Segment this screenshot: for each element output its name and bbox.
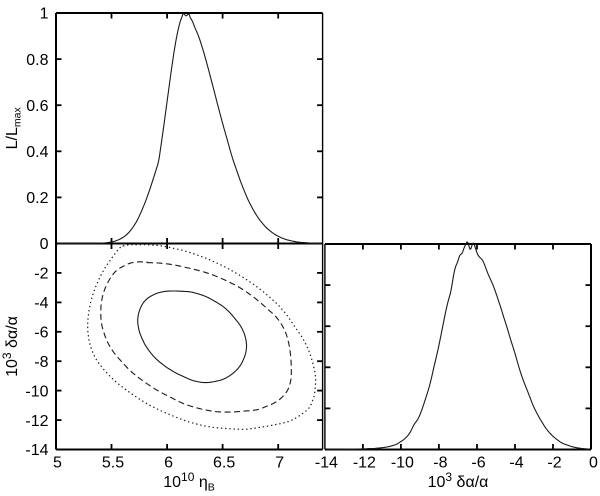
svg-text:-6: -6: [471, 454, 485, 471]
svg-text:-4: -4: [34, 295, 48, 312]
svg-text:103 δα/α: 103 δα/α: [0, 316, 21, 377]
svg-text:-12: -12: [25, 413, 48, 430]
svg-text:-8: -8: [34, 354, 48, 371]
svg-text:-4: -4: [509, 454, 523, 471]
svg-text:-10: -10: [25, 383, 48, 400]
svg-text:-6: -6: [34, 325, 48, 342]
svg-text:1010 ηB: 1010 ηB: [163, 470, 215, 491]
svg-text:103 δα/α: 103 δα/α: [428, 470, 489, 491]
svg-text:-10: -10: [391, 454, 414, 471]
svg-text:-14: -14: [25, 442, 48, 459]
svg-text:0.4: 0.4: [26, 144, 48, 161]
svg-text:7: 7: [275, 454, 284, 471]
svg-text:0.2: 0.2: [26, 190, 48, 207]
svg-text:0: 0: [589, 454, 598, 471]
svg-text:1: 1: [40, 6, 49, 23]
svg-text:6.5: 6.5: [213, 454, 235, 471]
svg-text:0.8: 0.8: [26, 52, 48, 69]
svg-text:0.6: 0.6: [26, 98, 48, 115]
svg-text:-12: -12: [353, 454, 376, 471]
svg-text:-2: -2: [547, 454, 561, 471]
svg-text:6: 6: [164, 454, 173, 471]
svg-text:-2: -2: [34, 266, 48, 283]
svg-text:-8: -8: [433, 454, 447, 471]
svg-text:5: 5: [53, 454, 62, 471]
svg-text:5.5: 5.5: [102, 454, 124, 471]
svg-text:0: 0: [40, 236, 49, 253]
svg-text:-14: -14: [315, 454, 338, 471]
